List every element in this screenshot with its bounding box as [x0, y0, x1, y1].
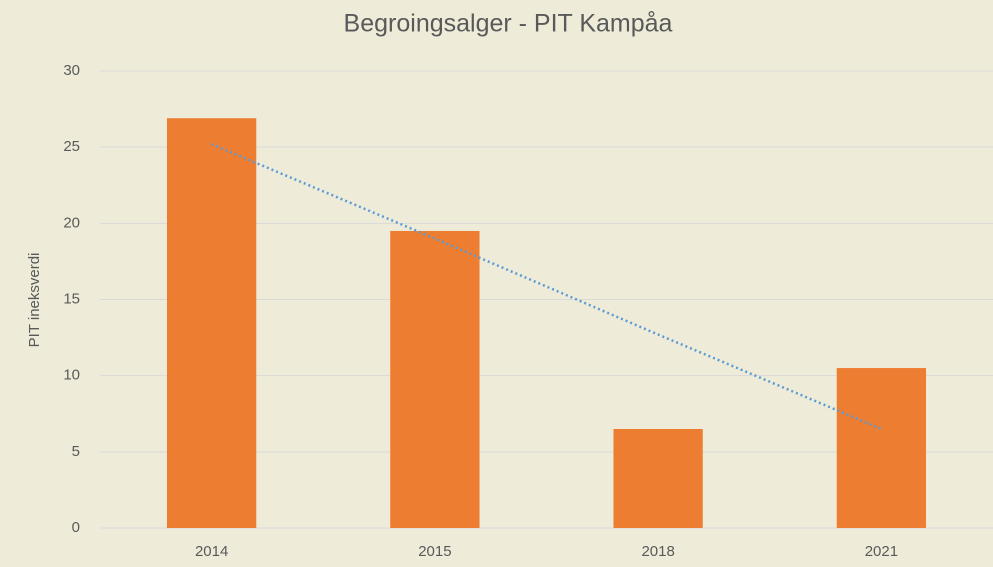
y-tick-label: 15	[63, 290, 80, 307]
bar	[613, 428, 703, 528]
x-tick-label: 2015	[418, 543, 451, 560]
y-tick-label: 25	[63, 138, 80, 155]
x-tick-label: 2021	[865, 543, 898, 560]
x-tick-label: 2014	[195, 543, 228, 560]
bar	[390, 230, 480, 528]
y-tick-label: 0	[72, 519, 80, 536]
y-tick-label: 30	[63, 62, 80, 79]
trendline	[211, 142, 882, 431]
bar	[166, 118, 257, 529]
chart-title: Begroingsalger - PIT Kampåa	[344, 10, 673, 38]
bar	[836, 368, 927, 528]
y-tick-label: 5	[72, 443, 80, 460]
y-axis-label: PIT ineksverdi	[26, 253, 43, 348]
y-tick-label: 20	[63, 214, 80, 231]
x-tick-label: 2018	[641, 543, 674, 560]
y-tick-label: 10	[63, 367, 80, 384]
